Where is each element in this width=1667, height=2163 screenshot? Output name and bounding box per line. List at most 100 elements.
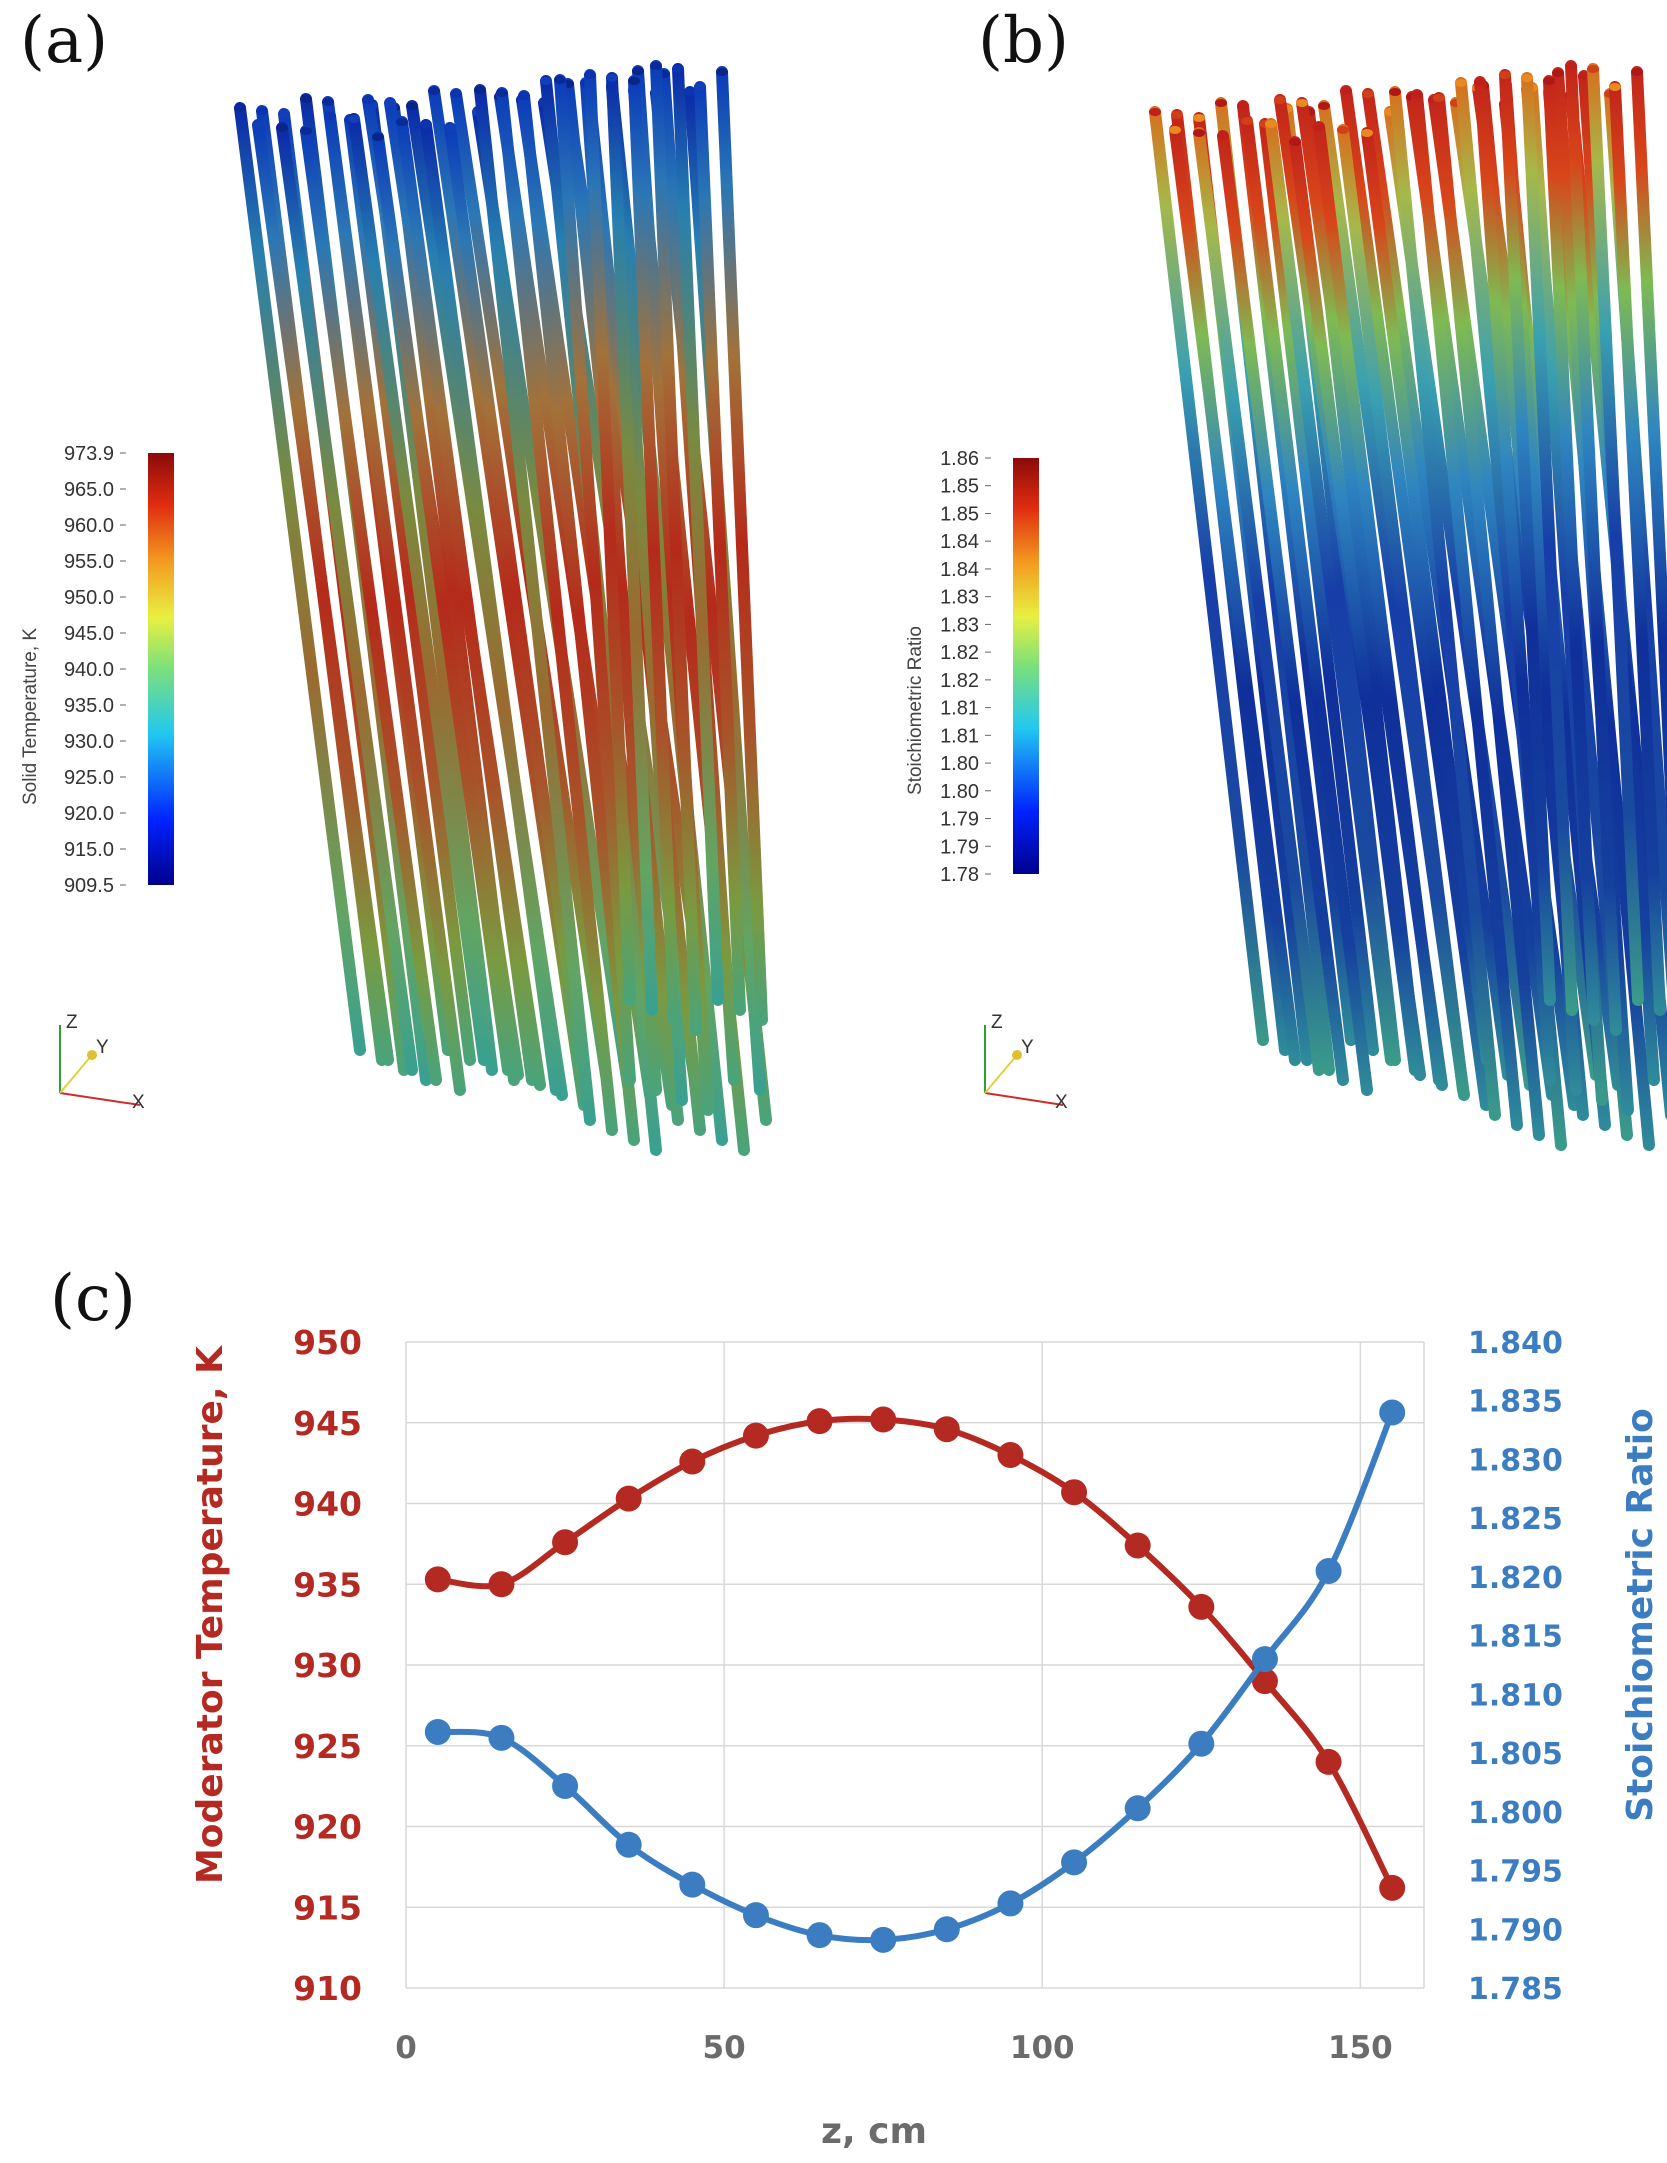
series-line-1 — [434, 1409, 1396, 1944]
fuel-rod — [474, 84, 596, 1126]
fuel-rod-cap — [540, 77, 552, 85]
fuel-rod-cap — [1241, 117, 1253, 125]
fuel-rod — [1565, 60, 1622, 1036]
series-0-point — [806, 1408, 833, 1435]
y-right-tick-11: 1.840 — [1468, 1326, 1563, 1361]
orientation-axes-b: Z Y X — [984, 1012, 1068, 1113]
fuel-rod-cap — [1631, 68, 1643, 76]
fuel-rod-cap — [1499, 71, 1511, 79]
y-axis-left-label: Moderator Temperature, K — [190, 1345, 231, 1884]
fuel-rod-cap — [384, 99, 396, 107]
fuel-rod — [276, 122, 418, 1076]
fuel-rod-cap — [1521, 74, 1533, 82]
series-0-point — [424, 1566, 451, 1593]
y-left-tick-2: 920 — [293, 1808, 362, 1847]
fuel-rod — [1149, 106, 1269, 1046]
fuel-rod-cap — [1289, 138, 1301, 146]
fuel-rod — [1411, 89, 1523, 1131]
colorbar-a-title: Solid Temperature, K — [20, 628, 41, 805]
series-1-point — [933, 1916, 960, 1943]
fuel-rod — [1433, 92, 1545, 1141]
fuel-rod-cap — [584, 71, 596, 79]
fuel-rod-cap — [1296, 99, 1308, 107]
fuel-rod — [650, 60, 702, 1036]
series-1-point — [870, 1926, 897, 1953]
fuel-rod-cap — [1337, 126, 1349, 134]
colorbar-b-tick-5: 1.83 — [940, 587, 979, 609]
y-right-tick-1: 1.790 — [1468, 1913, 1563, 1948]
colorbar-b-tick-3: 1.84 — [940, 531, 979, 553]
fuel-rod — [1340, 85, 1492, 1111]
series-0-point — [615, 1485, 642, 1512]
fuel-rod-cap — [1587, 65, 1599, 73]
series-1-point — [679, 1871, 706, 1898]
fuel-rod — [444, 122, 586, 1066]
series-0-point — [1251, 1668, 1278, 1695]
fuel-rod-cap — [554, 76, 566, 84]
rod-bundle-b — [1149, 60, 1667, 1151]
series-1-point — [552, 1772, 579, 1799]
fuel-rod-cap — [1265, 120, 1277, 128]
series-0-point — [742, 1422, 769, 1449]
colorbar-b-tick-14: 1.79 — [940, 836, 979, 858]
fuel-rod-cap — [1318, 102, 1330, 110]
fuel-rod — [1193, 127, 1325, 1076]
colorbar-a-scale — [148, 453, 174, 885]
fuel-rod — [372, 131, 514, 1076]
fuel-rod — [606, 72, 658, 1016]
fuel-rod — [300, 125, 442, 1086]
fuel-rod — [1609, 81, 1666, 1016]
colorbar-b-tick-1: 1.85 — [940, 476, 979, 498]
series-0-point — [1188, 1593, 1215, 1620]
fuel-rod-cap — [1193, 129, 1205, 137]
fuel-rod — [672, 63, 724, 1006]
x-tick-2: 100 — [1010, 2030, 1075, 2066]
panel-b: (b) 1.86 1.85 1.85 1.84 1.84 1.83 1.83 1.82 1.82… — [905, 4, 1667, 1151]
fuel-rod — [420, 119, 562, 1096]
fuel-rod-cap — [628, 77, 640, 85]
rod-bundle-a — [234, 60, 772, 1156]
colorbar-b-tick-9: 1.81 — [940, 698, 979, 720]
fuel-rod-cap — [1215, 99, 1227, 107]
y-left-tick-1: 915 — [293, 1888, 362, 1927]
series-1-point — [424, 1718, 451, 1745]
y-left-tick-6: 940 — [293, 1485, 362, 1524]
fuel-rod-cap — [474, 86, 486, 94]
fuel-rod-cap — [1361, 129, 1373, 137]
fuel-rod — [1289, 136, 1421, 1076]
fuel-rod-cap — [252, 121, 264, 129]
fuel-rod-cap — [1237, 102, 1249, 110]
fuel-rod — [1389, 86, 1501, 1121]
x-tick-1: 50 — [703, 2030, 746, 2066]
fuel-rod — [1259, 118, 1379, 1056]
fuel-rod — [1241, 115, 1373, 1096]
y-left-tick-4: 930 — [293, 1646, 362, 1685]
x-axis-label: z, cm — [821, 2111, 927, 2152]
y-right-tick-3: 1.800 — [1468, 1796, 1563, 1831]
fuel-rod-cap — [1169, 126, 1181, 134]
fuel-rod-cap — [694, 83, 706, 91]
colorbar-a-tick-12: 909.5 — [64, 875, 114, 897]
y-right-tick-6: 1.815 — [1468, 1620, 1563, 1655]
colorbar-b-tick-13: 1.79 — [940, 809, 979, 831]
colorbar-b-tick-0: 1.86 — [940, 448, 979, 470]
fuel-rod-cap — [276, 124, 288, 132]
colorbar-b-tick-4: 1.84 — [940, 559, 979, 581]
series-1-point — [1188, 1730, 1215, 1757]
fuel-rod-cap — [256, 107, 268, 115]
series-0-point — [552, 1529, 579, 1556]
fuel-rod-cap — [518, 92, 530, 100]
colorbar-b: 1.86 1.85 1.85 1.84 1.84 1.83 1.83 1.82 1.82 1.81… — [905, 448, 1039, 886]
fuel-rod-cap — [348, 115, 360, 123]
colorbar-b-scale — [1013, 458, 1039, 874]
y-left-tick-0: 910 — [293, 1969, 362, 2008]
fuel-rod-cap — [1552, 69, 1564, 77]
colorbar-b-tick-6: 1.83 — [940, 614, 979, 636]
colorbar-a-tick-5: 945.0 — [64, 623, 114, 645]
series-0-point — [870, 1406, 897, 1433]
fuel-rod-cap — [362, 96, 374, 104]
fuel-rod — [1521, 72, 1578, 1016]
panel-a-label: (a) — [20, 4, 108, 78]
series-0-point — [1379, 1874, 1406, 1901]
